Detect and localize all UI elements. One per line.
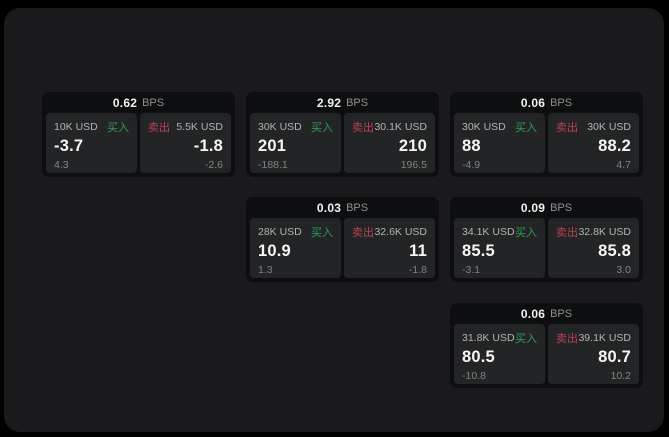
- quote-card: 2.92 BPS 30K USD 买入 201 -188.1 卖出 30.1K …: [246, 92, 439, 177]
- buy-price: 201: [258, 137, 287, 155]
- buy-side-label: 买入: [515, 333, 537, 345]
- sell-change: 3.0: [616, 264, 631, 276]
- sell-amount: 30K USD: [587, 121, 631, 133]
- buy-quote-tile[interactable]: 31.8K USD 买入 80.5 -10.8: [454, 324, 545, 384]
- quote-card: 0.06 BPS 30K USD 买入 88 -4.9 卖出 30K USD 8…: [450, 92, 643, 177]
- buy-quote-tile[interactable]: 10K USD 买入 -3.7 4.3: [46, 113, 137, 173]
- sell-side-label: 卖出: [148, 122, 170, 134]
- sell-price: 11: [409, 242, 427, 260]
- buy-side-label: 买入: [515, 227, 537, 239]
- buy-side-label: 买入: [515, 122, 537, 134]
- bps-header: 0.06 BPS: [454, 303, 639, 324]
- bps-value: 0.06: [520, 95, 546, 110]
- bps-header: 0.03 BPS: [250, 197, 435, 218]
- buy-amount: 28K USD: [258, 226, 302, 238]
- buy-price: -3.7: [54, 137, 84, 155]
- bps-value: 2.92: [316, 95, 342, 110]
- sell-quote-tile[interactable]: 卖出 30.1K USD 210 196.5: [344, 113, 435, 173]
- sell-quote-tile[interactable]: 卖出 39.1K USD 80.7 10.2: [548, 324, 639, 384]
- sell-quote-tile[interactable]: 卖出 32.8K USD 85.8 3.0: [548, 218, 639, 278]
- sell-side-label: 卖出: [556, 122, 578, 134]
- sell-side-label: 卖出: [556, 333, 578, 345]
- buy-quote-tile[interactable]: 34.1K USD 买入 85.5 -3.1: [454, 218, 545, 278]
- bps-unit-label: BPS: [346, 96, 369, 109]
- buy-amount: 30K USD: [462, 121, 506, 133]
- bps-header: 0.06 BPS: [454, 92, 639, 113]
- buy-price: 88: [462, 137, 481, 155]
- buy-side-label: 买入: [107, 122, 129, 134]
- sell-side-label: 卖出: [352, 227, 374, 239]
- buy-price: 80.5: [462, 348, 495, 366]
- sell-amount: 39.1K USD: [578, 332, 631, 344]
- buy-amount: 10K USD: [54, 121, 98, 133]
- buy-price: 85.5: [462, 242, 495, 260]
- buy-change: 4.3: [54, 159, 69, 171]
- sell-amount: 30.1K USD: [374, 121, 427, 133]
- buy-side-label: 买入: [311, 227, 333, 239]
- bps-unit-label: BPS: [550, 307, 573, 320]
- buy-amount: 30K USD: [258, 121, 302, 133]
- bps-value: 0.03: [316, 200, 342, 215]
- buy-change: -3.1: [462, 264, 481, 276]
- sell-price: -1.8: [193, 137, 223, 155]
- buy-quote-tile[interactable]: 30K USD 买入 88 -4.9: [454, 113, 545, 173]
- bps-header: 0.09 BPS: [454, 197, 639, 218]
- buy-change: -4.9: [462, 159, 481, 171]
- sell-quote-tile[interactable]: 卖出 5.5K USD -1.8 -2.6: [140, 113, 231, 173]
- sell-change: -2.6: [204, 159, 223, 171]
- sell-side-label: 卖出: [352, 122, 374, 134]
- bps-header: 0.62 BPS: [46, 92, 231, 113]
- quote-card: 0.03 BPS 28K USD 买入 10.9 1.3 卖出 32.6K US…: [246, 197, 439, 282]
- buy-quote-tile[interactable]: 28K USD 买入 10.9 1.3: [250, 218, 341, 278]
- sell-amount: 32.8K USD: [578, 226, 631, 238]
- sell-change: 10.2: [610, 370, 631, 382]
- sell-change: 4.7: [616, 159, 631, 171]
- sell-quote-tile[interactable]: 卖出 32.6K USD 11 -1.8: [344, 218, 435, 278]
- bps-header: 2.92 BPS: [250, 92, 435, 113]
- bps-unit-label: BPS: [550, 201, 573, 214]
- bps-unit-label: BPS: [142, 96, 165, 109]
- buy-amount: 34.1K USD: [462, 226, 515, 238]
- sell-price: 210: [398, 137, 427, 155]
- sell-price: 88.2: [598, 137, 631, 155]
- quote-card: 0.06 BPS 31.8K USD 买入 80.5 -10.8 卖出 39.1…: [450, 303, 643, 388]
- buy-change: 1.3: [258, 264, 273, 276]
- quote-board: 0.62 BPS 10K USD 买入 -3.7 4.3 卖出 5.5K USD…: [4, 8, 664, 432]
- sell-quote-tile[interactable]: 卖出 30K USD 88.2 4.7: [548, 113, 639, 173]
- sell-change: 196.5: [400, 159, 427, 171]
- buy-quote-tile[interactable]: 30K USD 买入 201 -188.1: [250, 113, 341, 173]
- buy-change: -10.8: [462, 370, 486, 382]
- sell-amount: 5.5K USD: [176, 121, 223, 133]
- bps-unit-label: BPS: [346, 201, 369, 214]
- buy-side-label: 买入: [311, 122, 333, 134]
- buy-amount: 31.8K USD: [462, 332, 515, 344]
- bps-value: 0.09: [520, 200, 546, 215]
- bps-unit-label: BPS: [550, 96, 573, 109]
- buy-change: -188.1: [258, 159, 288, 171]
- sell-side-label: 卖出: [556, 227, 578, 239]
- sell-price: 80.7: [598, 348, 631, 366]
- sell-price: 85.8: [598, 242, 631, 260]
- sell-amount: 32.6K USD: [374, 226, 427, 238]
- buy-price: 10.9: [258, 242, 291, 260]
- bps-value: 0.06: [520, 306, 546, 321]
- quote-card: 0.09 BPS 34.1K USD 买入 85.5 -3.1 卖出 32.8K…: [450, 197, 643, 282]
- bps-value: 0.62: [112, 95, 138, 110]
- sell-change: -1.8: [408, 264, 427, 276]
- quote-card: 0.62 BPS 10K USD 买入 -3.7 4.3 卖出 5.5K USD…: [42, 92, 235, 177]
